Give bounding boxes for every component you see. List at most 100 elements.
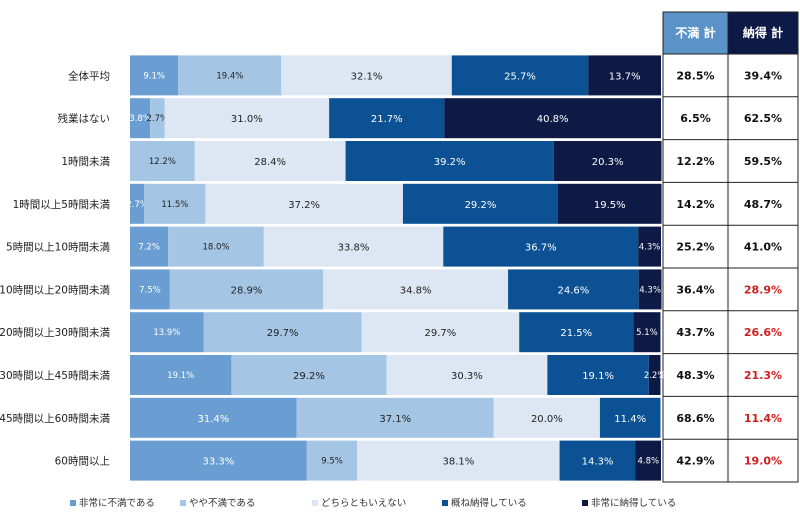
bar-segment (231, 355, 387, 395)
table-header-dissatisfied-bg (663, 12, 728, 54)
bar-segment (164, 98, 330, 139)
bar-segment (444, 98, 661, 139)
bar-value-label: 19.4% (216, 71, 243, 81)
category-label: 30時間以上45時間未満 (0, 370, 110, 382)
bar-value-label: 37.2% (288, 200, 320, 211)
bar-segment (357, 440, 560, 481)
satisfied-total-value: 21.3% (744, 369, 782, 382)
bar-value-label: 3.8% (129, 114, 151, 124)
dissatisfied-total-value: 36.4% (676, 283, 714, 296)
bar-value-label: 28.9% (231, 285, 263, 296)
bar-value-label: 38.1% (443, 457, 475, 468)
legend-swatch (442, 500, 448, 506)
bar-value-label: 28.4% (254, 157, 286, 168)
bar-segment (402, 183, 558, 224)
bar-value-label: 21.7% (371, 114, 403, 125)
bar-segment (588, 55, 661, 96)
bar-value-label: 4.8% (637, 457, 659, 467)
bar-value-label: 29.7% (267, 328, 299, 339)
satisfied-total-value: 28.9% (744, 283, 782, 296)
dissatisfied-total-value: 25.2% (676, 241, 714, 254)
bar-segment (194, 141, 346, 181)
dissatisfied-total-value: 48.3% (676, 369, 714, 382)
bar-value-label: 25.7% (504, 71, 536, 82)
bar-segment (205, 183, 403, 224)
bar-segment (306, 440, 358, 481)
bar-segment (553, 141, 662, 181)
table-header-satisfied: 納得 計 (743, 25, 783, 40)
satisfied-total-value: 48.7% (744, 198, 782, 211)
category-label: 1時間未満 (61, 156, 110, 168)
satisfied-total-value: 39.4% (744, 69, 782, 82)
dissatisfied-total-value: 68.6% (676, 412, 714, 425)
bar-segment (638, 226, 661, 267)
bar-segment (169, 269, 324, 310)
bar-value-label: 18.0% (203, 243, 230, 253)
bar-value-label: 37.1% (379, 414, 411, 425)
bar-value-label: 5.1% (636, 328, 658, 338)
bar-segment (130, 269, 170, 310)
bar-value-label: 31.0% (231, 114, 263, 125)
bar-value-label: 24.6% (557, 285, 589, 296)
legend-label: 非常に不満である (79, 497, 155, 509)
bar-segment (329, 98, 445, 139)
bar-value-label: 40.8% (537, 114, 569, 125)
bar-value-label: 9.5% (321, 457, 343, 467)
legend-swatch (180, 500, 186, 506)
satisfied-total-value: 41.0% (744, 241, 782, 254)
bar-value-label: 11.5% (161, 200, 188, 210)
bar-segment (263, 226, 444, 267)
dissatisfied-total-value: 12.2% (676, 155, 714, 168)
category-label: 全体平均 (68, 69, 110, 82)
bar-segment (557, 183, 662, 224)
satisfied-total-value: 62.5% (744, 112, 782, 125)
bar-segment (508, 269, 639, 310)
bar-segment (638, 269, 662, 310)
bar-segment (443, 226, 639, 267)
bar-value-label: 9.1% (143, 71, 165, 81)
legend-label: やや不満である (189, 498, 255, 509)
category-label: 45時間以上60時間未満 (0, 413, 110, 425)
bar-segment (178, 55, 282, 96)
bar-segment (150, 98, 165, 139)
bar-value-label: 12.2% (149, 157, 176, 167)
dissatisfied-total-value: 14.2% (676, 198, 714, 211)
category-label: 1時間以上5時間未満 (13, 199, 111, 211)
legend-label: 非常に納得している (591, 497, 676, 509)
category-label: 60時間以上 (55, 456, 110, 468)
bar-value-label: 7.5% (139, 285, 161, 295)
bar-segment (519, 312, 634, 353)
bar-segment (130, 98, 151, 139)
bar-segment (130, 141, 195, 181)
dissatisfied-total-value: 42.9% (676, 455, 714, 468)
bar-value-label: 19.5% (594, 200, 626, 211)
bar-value-label: 33.8% (338, 243, 370, 254)
dissatisfied-total-value: 28.5% (676, 69, 714, 82)
bar-value-label: 29.2% (465, 200, 497, 211)
legend-label: 概ね納得している (451, 497, 527, 509)
bar-segment (386, 355, 548, 395)
bar-value-label: 4.3% (639, 285, 661, 295)
bar-segment (130, 226, 169, 267)
bar-value-label: 36.7% (525, 243, 557, 254)
bar-segment (144, 183, 206, 224)
bar-value-label: 14.3% (582, 457, 614, 468)
bar-value-label: 13.7% (609, 71, 641, 82)
bar-segment (323, 269, 509, 310)
bar-segment (559, 440, 636, 481)
bar-segment (281, 55, 452, 96)
bar-value-label: 19.1% (167, 371, 194, 381)
bar-segment (130, 355, 232, 395)
bar-segment (648, 355, 661, 395)
bar-segment (168, 226, 264, 267)
bar-value-label: 33.3% (203, 457, 235, 468)
bar-segment (599, 397, 661, 438)
bar-value-label: 7.2% (138, 243, 160, 253)
bar-value-label: 2.2% (644, 371, 666, 381)
bar-value-label: 34.8% (400, 285, 432, 296)
bar-segment (635, 440, 661, 481)
bar-value-label: 2.7% (126, 200, 148, 210)
bar-value-label: 13.9% (153, 328, 180, 338)
bar-value-label: 4.3% (639, 243, 661, 253)
